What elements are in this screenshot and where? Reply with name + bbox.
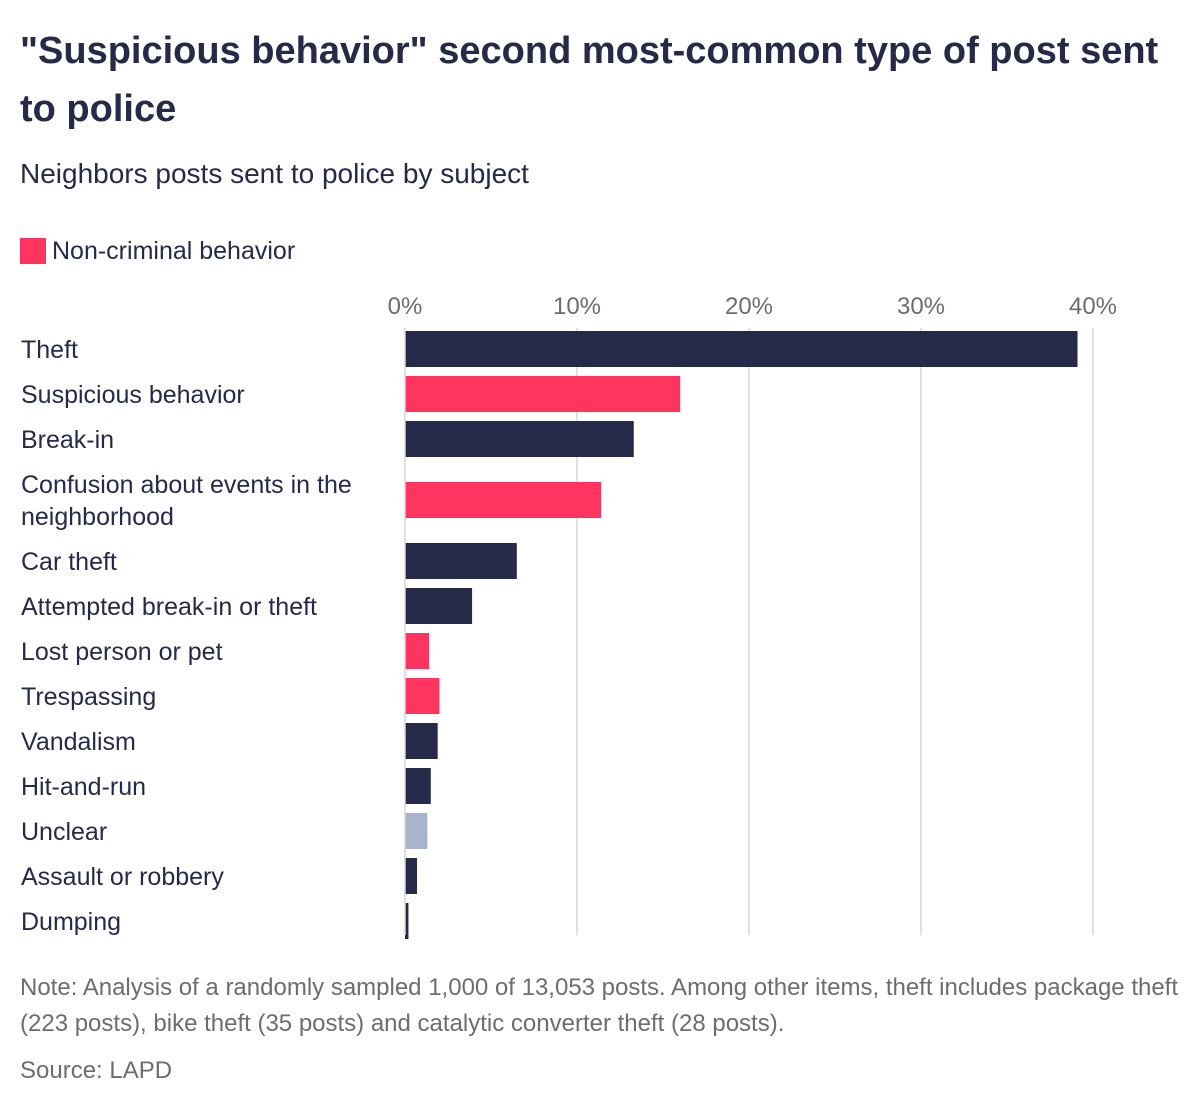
chart-source: Source: LAPD xyxy=(20,1057,173,1084)
bar-chart: 0% 10% 20% 30% 40% Theft Suspicious behavior B… xyxy=(21,293,1117,939)
bar xyxy=(405,421,634,457)
x-tick-label: 20% xyxy=(725,293,773,320)
x-tick-label: 10% xyxy=(553,293,601,320)
category-label: Vandalism xyxy=(21,728,136,756)
category-label: Dumping xyxy=(21,908,121,936)
bar xyxy=(405,588,473,624)
x-tick-label: 30% xyxy=(897,293,945,320)
category-label: Break-in xyxy=(21,426,114,454)
category-label: Theft xyxy=(21,336,78,364)
grid-layer xyxy=(576,328,1094,935)
category-label: Suspicious behavior xyxy=(21,381,245,409)
bar xyxy=(405,633,430,669)
category-label-layer: Theft Suspicious behavior Break-in Confusio… xyxy=(21,336,352,936)
category-label: Unclear xyxy=(21,818,107,846)
category-label: Attempted break-in or theft xyxy=(21,593,317,621)
bar-layer xyxy=(404,328,1078,939)
category-label: Assault or robbery xyxy=(21,863,224,891)
category-label: Trespassing xyxy=(21,683,156,711)
bar xyxy=(405,543,517,579)
legend-swatch-non-criminal xyxy=(20,238,46,264)
bar xyxy=(405,768,431,804)
bar xyxy=(405,858,418,894)
bar xyxy=(405,482,602,518)
tick-layer: 0% 10% 20% 30% 40% xyxy=(388,293,1117,320)
legend-label-non-criminal: Non-criminal behavior xyxy=(52,236,296,265)
category-label: Confusion about events in the neighborhoo… xyxy=(21,471,352,531)
bar xyxy=(405,813,428,849)
chart-title: "Suspicious behavior" second most-common… xyxy=(20,30,1159,130)
bar xyxy=(405,903,409,939)
category-label: Hit-and-run xyxy=(21,773,146,801)
bar xyxy=(405,678,440,714)
category-label: Car theft xyxy=(21,548,117,576)
x-tick-label: 40% xyxy=(1069,293,1117,320)
legend: Non-criminal behavior xyxy=(20,236,295,266)
bar xyxy=(405,723,438,759)
bar xyxy=(405,331,1078,367)
bar xyxy=(405,376,681,412)
category-label: Lost person or pet xyxy=(21,638,223,666)
x-tick-label: 0% xyxy=(388,293,423,320)
chart-subtitle: Neighbors posts sent to police by subjec… xyxy=(20,158,529,189)
chart-note: Note: Analysis of a randomly sampled 1,0… xyxy=(20,974,1179,1037)
